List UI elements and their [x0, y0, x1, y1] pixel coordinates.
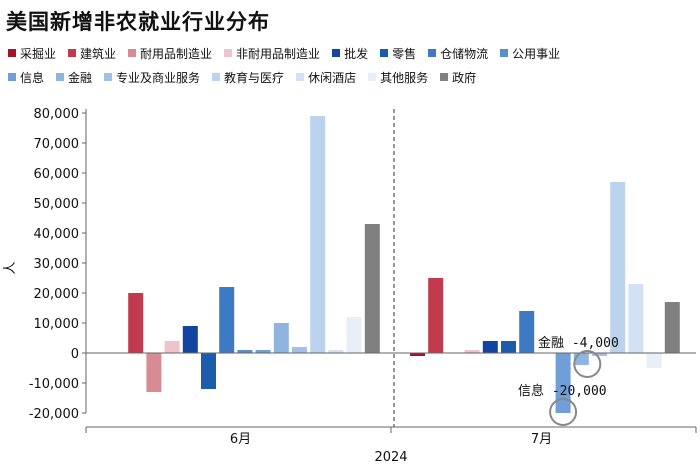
y-tick-label: 0 [71, 347, 79, 362]
legend-item: 零售 [380, 45, 416, 62]
bar [610, 182, 626, 353]
y-tick-label: 10,000 [34, 317, 80, 332]
legend-swatch [224, 49, 233, 57]
legend-row: 采掘业 建筑业 耐用品制造业 非耐用品制造业 批发 零售 仓储物流 公用事业 [8, 44, 696, 62]
bar [128, 293, 144, 353]
chart-title: 美国新增非农就业行业分布 [6, 10, 270, 34]
bar [555, 353, 571, 413]
bar [346, 317, 362, 353]
legend-label: 仓储物流 [440, 46, 489, 61]
legend-label: 其他服务 [380, 70, 429, 85]
legend-label: 专业及商业服务 [116, 70, 201, 85]
legend-label: 信息 [20, 70, 45, 85]
legend-label: 政府 [452, 70, 477, 85]
legend-label: 零售 [392, 46, 417, 61]
bar [482, 341, 498, 353]
bar [292, 347, 307, 353]
annotation-circle [549, 398, 578, 426]
bar [146, 353, 162, 392]
legend-item: 公用事业 [500, 45, 560, 62]
bar [182, 326, 198, 353]
x-tick-label: 6月 [230, 432, 251, 447]
bar [201, 353, 216, 389]
legend-item: 建筑业 [68, 45, 116, 62]
legend-item: 批发 [332, 45, 368, 62]
legend-item: 耐用品制造业 [128, 45, 212, 62]
y-tick-label: 80,000 [34, 107, 80, 122]
legend-label: 休闲酒店 [308, 70, 357, 85]
legend-label: 采掘业 [20, 46, 57, 61]
legend-label: 建筑业 [80, 46, 117, 61]
legend-swatch [440, 73, 449, 81]
legend-swatch [332, 49, 341, 57]
legend-swatch [8, 49, 16, 57]
legend-swatch [68, 49, 77, 57]
bar [255, 350, 271, 353]
legend-label: 非耐用品制造业 [236, 46, 321, 61]
legend-label: 批发 [344, 46, 369, 61]
legend-swatch [368, 73, 377, 81]
legend-item: 政府 [440, 69, 476, 86]
x-tick-label: 7月 [531, 432, 552, 447]
legend-item: 非耐用品制造业 [224, 45, 320, 62]
y-tick-label: 20,000 [34, 287, 80, 302]
legend-swatch [8, 73, 16, 81]
legend-item: 仓储物流 [428, 45, 488, 62]
legend-item: 其他服务 [368, 69, 428, 86]
legend-label: 公用事业 [512, 46, 561, 61]
y-tick-label: -10,000 [29, 377, 79, 392]
legend-item: 金融 [56, 69, 92, 86]
bar [273, 323, 289, 353]
legend-row: 信息 金融 专业及商业服务 教育与医疗 休闲酒店 其他服务 政府 [8, 68, 696, 86]
legend-label: 教育与医疗 [224, 70, 285, 85]
legend-swatch [296, 73, 305, 81]
y-axis-label: 人 [3, 261, 18, 274]
bar [664, 302, 680, 353]
x-axis-label: 2024 [374, 450, 407, 465]
legend-item: 专业及商业服务 [104, 69, 200, 86]
y-tick-label: 60,000 [34, 167, 80, 182]
legend-label: 金融 [68, 70, 93, 85]
bar [628, 284, 644, 353]
bar [501, 341, 516, 353]
legend-swatch [380, 49, 389, 57]
y-tick-label: 50,000 [34, 197, 80, 212]
bar [428, 278, 444, 353]
legend-swatch [212, 73, 221, 81]
bar [592, 353, 607, 356]
annotation-label: 金融 -4,000 [538, 335, 619, 351]
bar [237, 350, 253, 353]
bar [328, 350, 344, 353]
y-tick-label: 30,000 [34, 257, 80, 272]
legend-swatch [56, 73, 65, 81]
bar [310, 116, 326, 353]
annotation-label: 信息 -20,000 [518, 383, 607, 399]
legend-item: 教育与医疗 [212, 69, 284, 86]
bar [410, 353, 425, 356]
annotation-circle [573, 350, 602, 378]
legend-item: 信息 [8, 69, 44, 86]
bar [164, 341, 180, 353]
y-tick-label: -20,000 [29, 407, 79, 422]
legend-label: 耐用品制造业 [140, 46, 213, 61]
legend-swatch [104, 73, 113, 81]
bar [646, 353, 662, 368]
legend-swatch [428, 49, 437, 57]
bar [364, 224, 380, 353]
legend: 采掘业 建筑业 耐用品制造业 非耐用品制造业 批发 零售 仓储物流 公用事业 信息 金融 专业及商… [8, 44, 696, 92]
bar [519, 311, 535, 353]
legend-swatch [500, 49, 509, 57]
y-tick-label: 70,000 [34, 137, 80, 152]
legend-swatch [128, 49, 137, 57]
bar [219, 287, 235, 353]
legend-item: 休闲酒店 [296, 69, 356, 86]
y-tick-label: 40,000 [34, 227, 80, 242]
legend-item: 采掘业 [8, 45, 56, 62]
bar [464, 350, 480, 353]
